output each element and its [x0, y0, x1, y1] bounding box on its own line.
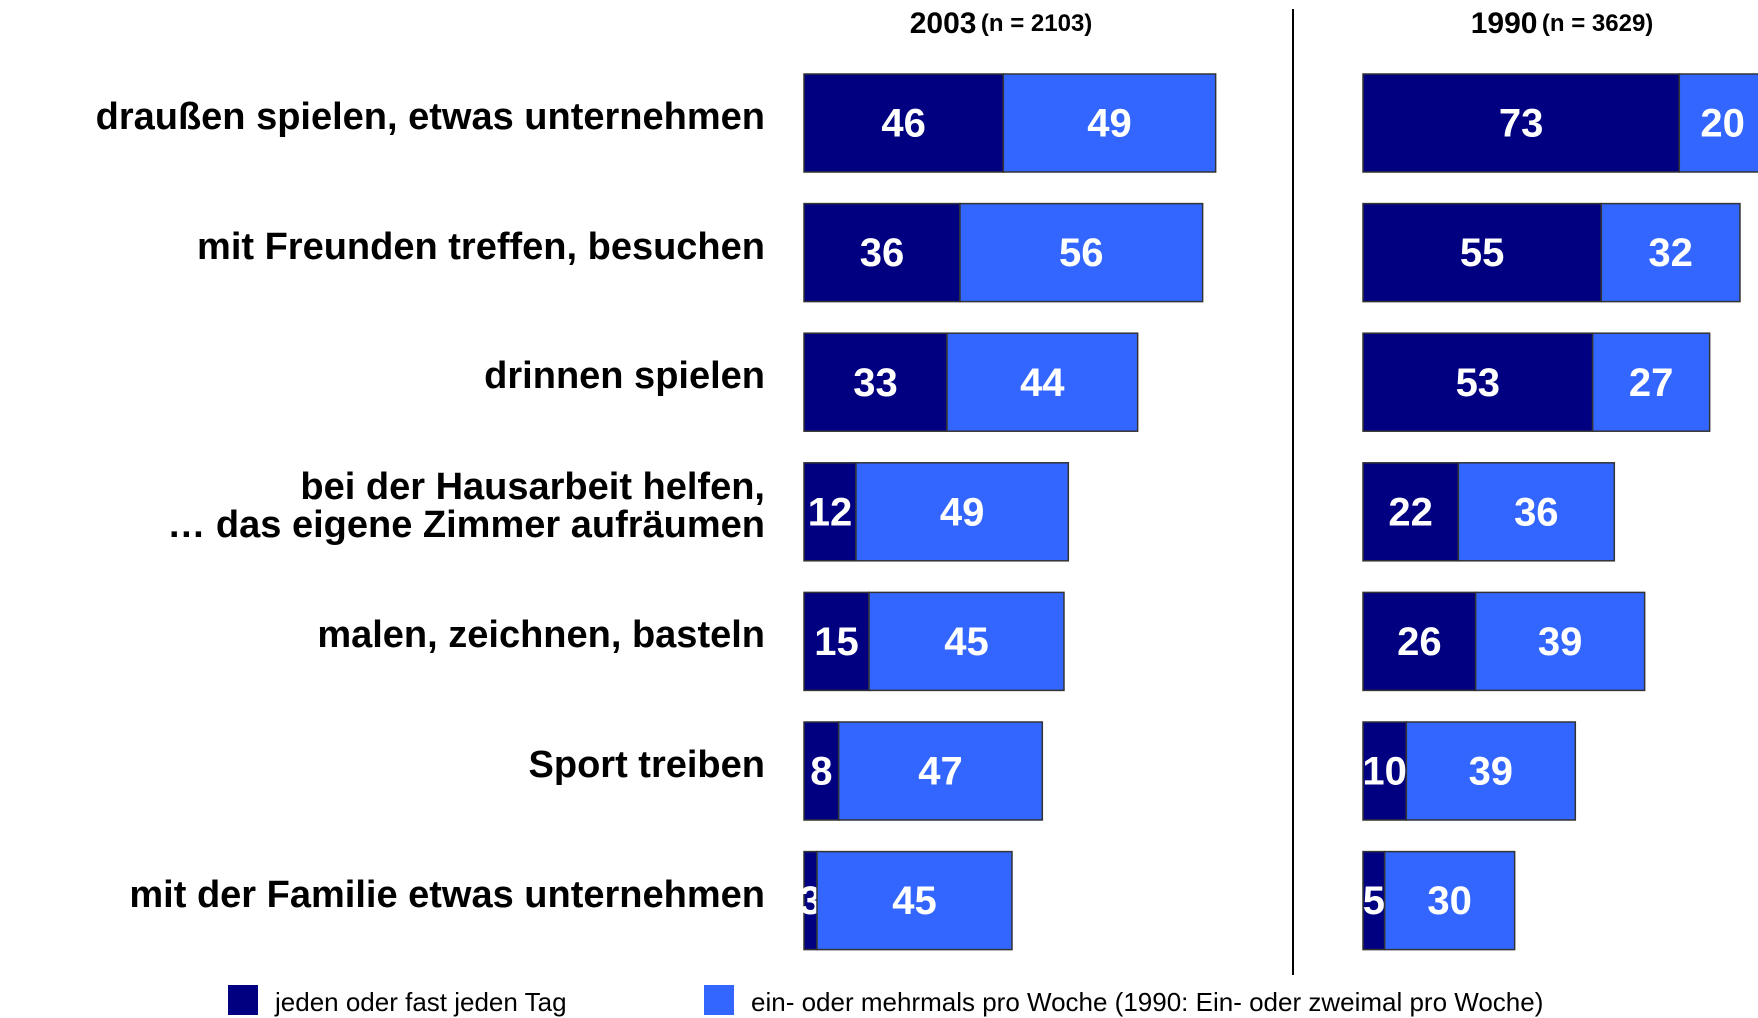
- value-label: 15: [814, 620, 859, 664]
- panel-title: 1990 (n = 3629): [1471, 7, 1654, 40]
- bar-segment: [1362, 73, 1681, 173]
- category-label: draußen spielen, etwas unternehmen: [95, 96, 765, 138]
- bar-segment: [855, 462, 1070, 562]
- category-label: drinnen spielen: [484, 355, 765, 398]
- value-label: 22: [1388, 490, 1433, 534]
- value-label: 44: [1020, 361, 1065, 405]
- value-label: 36: [860, 231, 905, 275]
- bar-segment: [946, 332, 1139, 432]
- bar-segment: [1002, 73, 1217, 173]
- value-label: 45: [944, 620, 989, 664]
- legend-swatch: [228, 985, 258, 1015]
- bar-segment: [1474, 591, 1646, 692]
- bar-segment: [1600, 202, 1741, 303]
- bar-segment: [1362, 462, 1460, 562]
- bar-segment: [1362, 721, 1408, 821]
- bar-segment: [1383, 850, 1516, 951]
- value-label: 8: [810, 750, 832, 794]
- value-label: 5: [1363, 879, 1385, 923]
- value-label: 33: [853, 361, 898, 405]
- value-label: 45: [892, 879, 937, 923]
- bar-segment: [1362, 591, 1477, 692]
- bar-segment: [803, 721, 840, 821]
- value-label: 30: [1427, 879, 1472, 923]
- bar-segment: [803, 591, 870, 692]
- bar-segment: [1591, 332, 1711, 432]
- legend-label: jeden oder fast jeden Tag: [274, 987, 567, 1017]
- bar-segment: [803, 202, 961, 303]
- value-label: 39: [1538, 620, 1583, 664]
- bar-segment: [959, 202, 1204, 303]
- panel-n: (n = 3629): [1542, 10, 1653, 37]
- value-label: 73: [1499, 102, 1544, 146]
- value-label: 56: [1059, 231, 1104, 275]
- category-label: mit der Familie etwas unternehmen: [129, 873, 765, 916]
- value-label: 3: [799, 879, 821, 923]
- panel-title: 2003 (n = 2103): [910, 7, 1093, 40]
- panel-n: (n = 2103): [981, 10, 1092, 37]
- value-label: 36: [1514, 490, 1559, 534]
- bar-segment: [868, 591, 1065, 692]
- value-label: 46: [881, 102, 926, 146]
- value-label: 20: [1700, 102, 1745, 146]
- bar-segment: [803, 332, 948, 432]
- value-label: 12: [808, 490, 853, 534]
- category-label: Sport treiben: [528, 744, 765, 786]
- category-label: bei der Hausarbeit helfen, … das eigene …: [167, 465, 765, 546]
- bar-segment: [1362, 332, 1594, 432]
- bar-segment: [803, 73, 1005, 173]
- bar-segment: [816, 850, 1013, 951]
- category-label: mit Freunden treffen, besuchen: [197, 225, 765, 268]
- bar-segment: [1678, 73, 1758, 173]
- value-label: 49: [940, 490, 985, 534]
- bar-segment: [1362, 202, 1603, 303]
- category-label: malen, zeichnen, basteln: [317, 614, 765, 657]
- value-label: 26: [1397, 620, 1442, 664]
- bar-segment: [1457, 462, 1616, 562]
- legend-label: ein- oder mehrmals pro Woche (1990: Ein-…: [751, 987, 1543, 1017]
- value-label: 49: [1087, 102, 1132, 146]
- value-label: 39: [1469, 750, 1514, 794]
- bar-segment: [837, 721, 1044, 821]
- value-label: 10: [1362, 750, 1407, 794]
- legend-swatch: [704, 985, 734, 1015]
- value-label: 27: [1629, 361, 1674, 405]
- value-label: 32: [1648, 231, 1693, 275]
- value-label: 55: [1460, 231, 1505, 275]
- bar-segment: [1405, 721, 1577, 821]
- panel-year: 1990: [1471, 7, 1538, 40]
- panel-year: 2003: [910, 7, 977, 40]
- bar-segment: [803, 462, 857, 562]
- value-label: 47: [918, 750, 963, 794]
- value-label: 53: [1456, 361, 1501, 405]
